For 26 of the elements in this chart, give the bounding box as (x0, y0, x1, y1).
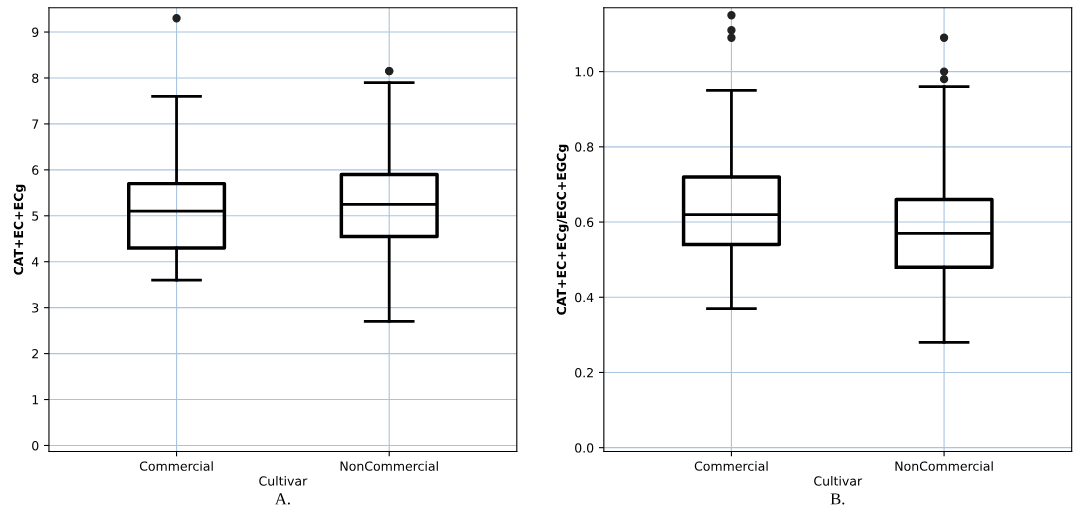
x-tick-label: Commercial (694, 461, 768, 471)
x-tick-label: NonCommercial (340, 461, 438, 471)
y-tick-label: 0.2 (575, 367, 593, 378)
text: B. (830, 493, 845, 505)
x-tick-label: Commercial (139, 461, 213, 471)
y-tick-label: 0 (32, 440, 39, 451)
text: A. (274, 493, 290, 505)
y-tick-label: 3 (32, 303, 39, 313)
y-tick-label: 0.4 (575, 292, 594, 303)
y-tick-label: 0.6 (575, 217, 594, 227)
y-tick-label: 9 (32, 27, 39, 37)
y-tick-label: 7 (32, 119, 39, 129)
x-axis-title: Cultivar (814, 476, 863, 486)
y-axis-title: CAT+EC+ECg (13, 184, 26, 275)
x-tick-label: NonCommercial (895, 461, 993, 471)
y-axis-title: CAT+EC+ECg/EGC+EGCg (556, 144, 569, 315)
y-tick-label: 0.8 (575, 142, 594, 152)
y-tick-label: 8 (32, 73, 39, 83)
y-tick-label: 6 (32, 165, 39, 175)
x-axis-title: Cultivar (259, 476, 308, 486)
y-tick-label: 5 (32, 211, 39, 221)
y-tick-label: 2 (32, 349, 38, 359)
y-tick-label: 1 (32, 395, 39, 405)
y-tick-label: 4 (31, 257, 39, 267)
y-tick-label: 0.0 (575, 443, 594, 453)
y-tick-label: 1.0 (575, 67, 594, 77)
